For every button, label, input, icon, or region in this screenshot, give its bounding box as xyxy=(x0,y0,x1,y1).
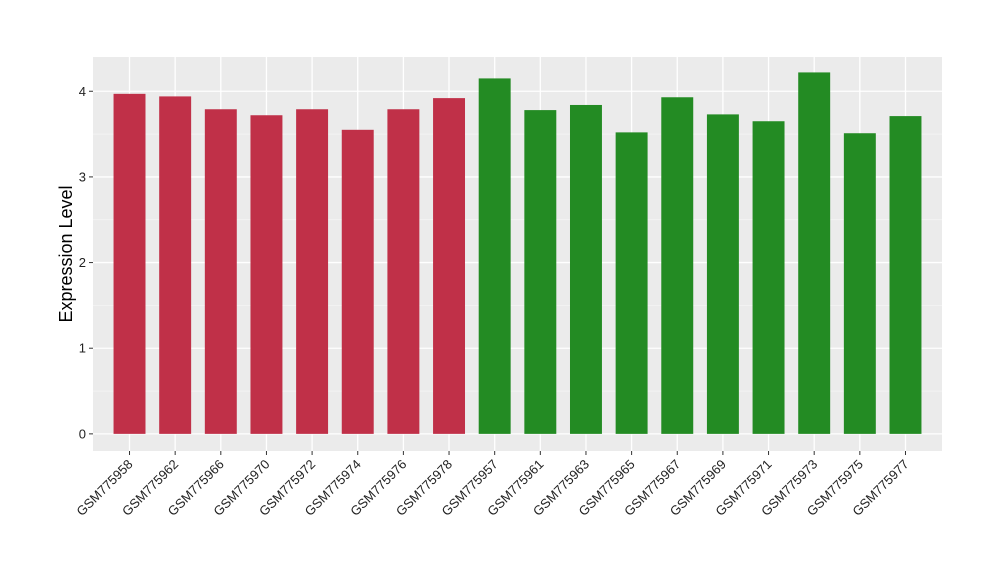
bar-GSM775969 xyxy=(706,114,739,434)
bar-GSM775976 xyxy=(387,109,420,434)
bar-GSM775975 xyxy=(843,133,876,434)
bar-GSM775971 xyxy=(752,121,785,434)
y-axis-title: Expression Level xyxy=(56,185,76,322)
y-tick-label: 3 xyxy=(79,169,86,184)
y-tick-label: 0 xyxy=(79,426,86,441)
bar-GSM775977 xyxy=(889,116,922,434)
bar-GSM775965 xyxy=(615,132,648,434)
bars xyxy=(113,72,922,434)
bar-GSM775958 xyxy=(113,93,146,434)
bar-GSM775974 xyxy=(341,129,374,434)
bar-GSM775961 xyxy=(524,110,557,434)
bar-GSM775978 xyxy=(433,98,466,434)
bar-GSM775967 xyxy=(661,97,694,434)
bar-GSM775972 xyxy=(296,109,329,434)
y-axis: 0 1 2 3 4 xyxy=(79,84,93,441)
bar-GSM775970 xyxy=(250,115,283,434)
bar-GSM775973 xyxy=(798,72,831,434)
bar-GSM775962 xyxy=(159,96,192,434)
bar-GSM775963 xyxy=(569,104,602,434)
y-tick-label: 2 xyxy=(79,255,86,270)
y-tick-label: 1 xyxy=(79,341,86,356)
y-tick-label: 4 xyxy=(79,84,86,99)
bar-GSM775966 xyxy=(204,109,237,434)
bar-GSM775957 xyxy=(478,78,511,434)
x-axis: GSM775958GSM775962GSM775966GSM775970GSM7… xyxy=(73,451,912,519)
